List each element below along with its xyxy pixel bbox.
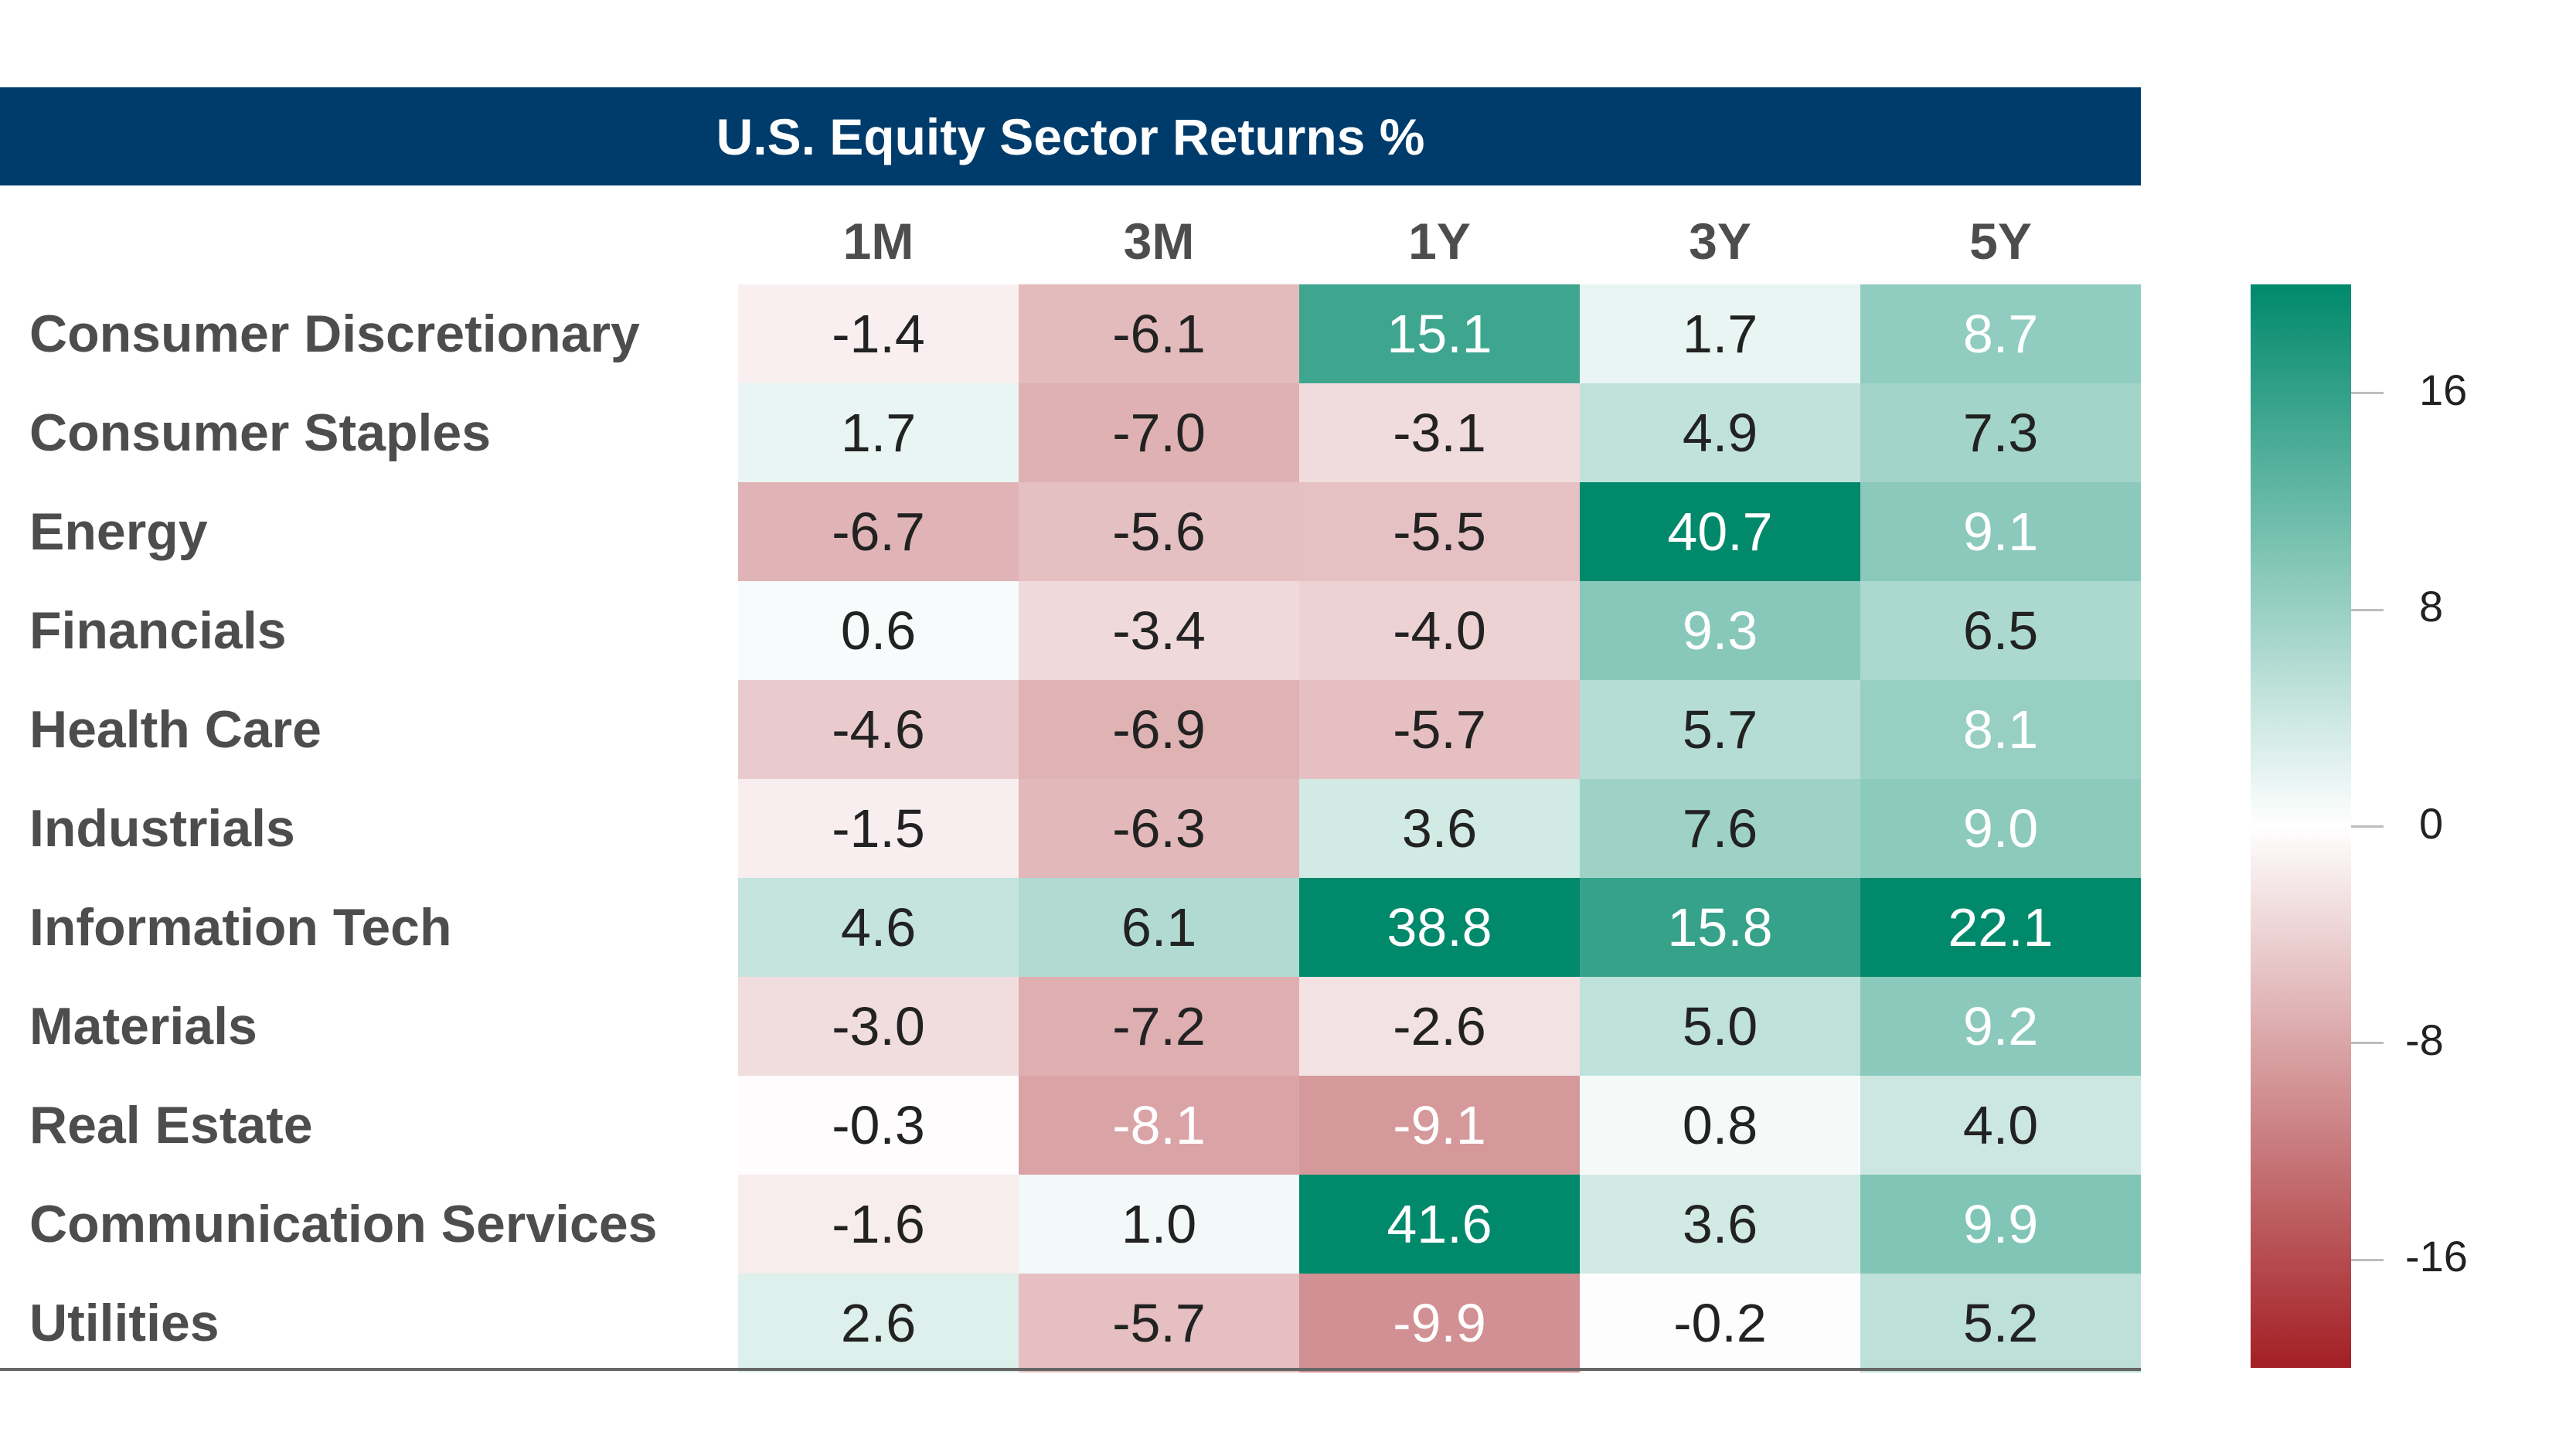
heatmap-cell: -4.6: [738, 680, 1019, 779]
heatmap-cell: -3.4: [1019, 581, 1299, 680]
heatmap-cell: 41.6: [1299, 1175, 1580, 1274]
heatmap-cell: 9.9: [1860, 1175, 2141, 1274]
heatmap-cell: 4.9: [1580, 383, 1860, 482]
bottom-rule: [0, 1368, 2141, 1371]
heatmap-cell: 8.1: [1860, 680, 2141, 779]
colorbar-tick: [2351, 392, 2384, 395]
heatmap-cell: -1.4: [738, 284, 1019, 383]
heatmap-cell: 0.8: [1580, 1076, 1860, 1175]
heatmap-cell: 9.3: [1580, 581, 1860, 680]
colorbar: [2251, 284, 2351, 1368]
heatmap-cell: 3.6: [1580, 1175, 1860, 1274]
heatmap-cell: 9.2: [1860, 977, 2141, 1076]
column-header-3m: 3M: [1123, 213, 1195, 270]
heatmap-cell: -7.0: [1019, 383, 1299, 482]
heatmap-cell: -5.5: [1299, 482, 1580, 581]
heatmap-cell: -0.2: [1580, 1274, 1860, 1372]
heatmap-cell: 7.3: [1860, 383, 2141, 482]
row-label: Communication Services: [29, 1195, 658, 1253]
heatmap-cell: -3.1: [1299, 383, 1580, 482]
colorbar-tick: [2351, 608, 2384, 611]
heatmap-cell: -6.7: [738, 482, 1019, 581]
colorbar-tick: [2351, 1042, 2384, 1045]
heatmap-cell: -6.9: [1019, 680, 1299, 779]
heatmap-cell: -5.7: [1299, 680, 1580, 779]
heatmap-cell: -6.1: [1019, 284, 1299, 383]
column-header-5y: 5Y: [1969, 213, 2032, 270]
heatmap-cell: 4.6: [738, 878, 1019, 977]
heatmap-cell: 9.1: [1860, 482, 2141, 581]
row-label: Utilities: [29, 1294, 219, 1352]
heatmap-cell: -5.7: [1019, 1274, 1299, 1372]
row-label: Materials: [29, 997, 257, 1056]
heatmap-cell: 40.7: [1580, 482, 1860, 581]
heatmap-cell: -3.0: [738, 977, 1019, 1076]
row-label: Information Tech: [29, 898, 452, 957]
heatmap-cell: 1.7: [738, 383, 1019, 482]
heatmap-cell: -0.3: [738, 1076, 1019, 1175]
colorbar-tick-label: 0: [2419, 798, 2444, 848]
heatmap-cell: 5.2: [1860, 1274, 2141, 1372]
colorbar-gradient: [2251, 284, 2351, 1368]
heatmap-cell: -9.1: [1299, 1076, 1580, 1175]
chart-title: U.S. Equity Sector Returns %: [0, 87, 2141, 185]
heatmap-cell: 7.6: [1580, 779, 1860, 878]
heatmap-cell: 15.1: [1299, 284, 1580, 383]
colorbar-tick-label: 16: [2419, 365, 2468, 414]
heatmap-cell: 2.6: [738, 1274, 1019, 1372]
column-header-1y: 1Y: [1408, 213, 1471, 270]
heatmap-cell: -9.9: [1299, 1274, 1580, 1372]
heatmap-cell: 8.7: [1860, 284, 2141, 383]
heatmap-cell: -2.6: [1299, 977, 1580, 1076]
heatmap-cell: -4.0: [1299, 581, 1580, 680]
heatmap-cell: 0.6: [738, 581, 1019, 680]
heatmap-cell: 9.0: [1860, 779, 2141, 878]
heatmap-cell: 5.7: [1580, 680, 1860, 779]
heatmap-cell: -5.6: [1019, 482, 1299, 581]
heatmap-cell: 38.8: [1299, 878, 1580, 977]
heatmap-cell: 6.1: [1019, 878, 1299, 977]
row-label: Consumer Discretionary: [29, 304, 640, 363]
colorbar-tick: [2351, 1258, 2384, 1261]
heatmap-cell: -1.5: [738, 779, 1019, 878]
heatmap-cell: 22.1: [1860, 878, 2141, 977]
heatmap-cell: 3.6: [1299, 779, 1580, 878]
heatmap-cell: 1.0: [1019, 1175, 1299, 1274]
colorbar-tick: [2351, 825, 2384, 828]
row-label: Industrials: [29, 799, 295, 858]
heatmap-cell: 6.5: [1860, 581, 2141, 680]
row-label: Real Estate: [29, 1096, 313, 1155]
colorbar-tick-label: 8: [2419, 582, 2444, 631]
heatmap-cell: -7.2: [1019, 977, 1299, 1076]
heatmap-cell: 1.7: [1580, 284, 1860, 383]
colorbar-tick-label: -16: [2405, 1232, 2468, 1281]
heatmap-cell: 15.8: [1580, 878, 1860, 977]
heatmap-cell: -8.1: [1019, 1076, 1299, 1175]
heatmap-cell: -6.3: [1019, 779, 1299, 878]
row-label: Energy: [29, 502, 208, 561]
row-label: Financials: [29, 601, 287, 660]
heatmap-cell: -1.6: [738, 1175, 1019, 1274]
heatmap-cell: 4.0: [1860, 1076, 2141, 1175]
row-label: Consumer Staples: [29, 403, 492, 462]
row-label: Health Care: [29, 700, 322, 759]
column-header-3y: 3Y: [1689, 213, 1751, 270]
column-header-1m: 1M: [842, 213, 914, 270]
heatmap-cell: 5.0: [1580, 977, 1860, 1076]
colorbar-tick-label: -8: [2405, 1015, 2444, 1064]
